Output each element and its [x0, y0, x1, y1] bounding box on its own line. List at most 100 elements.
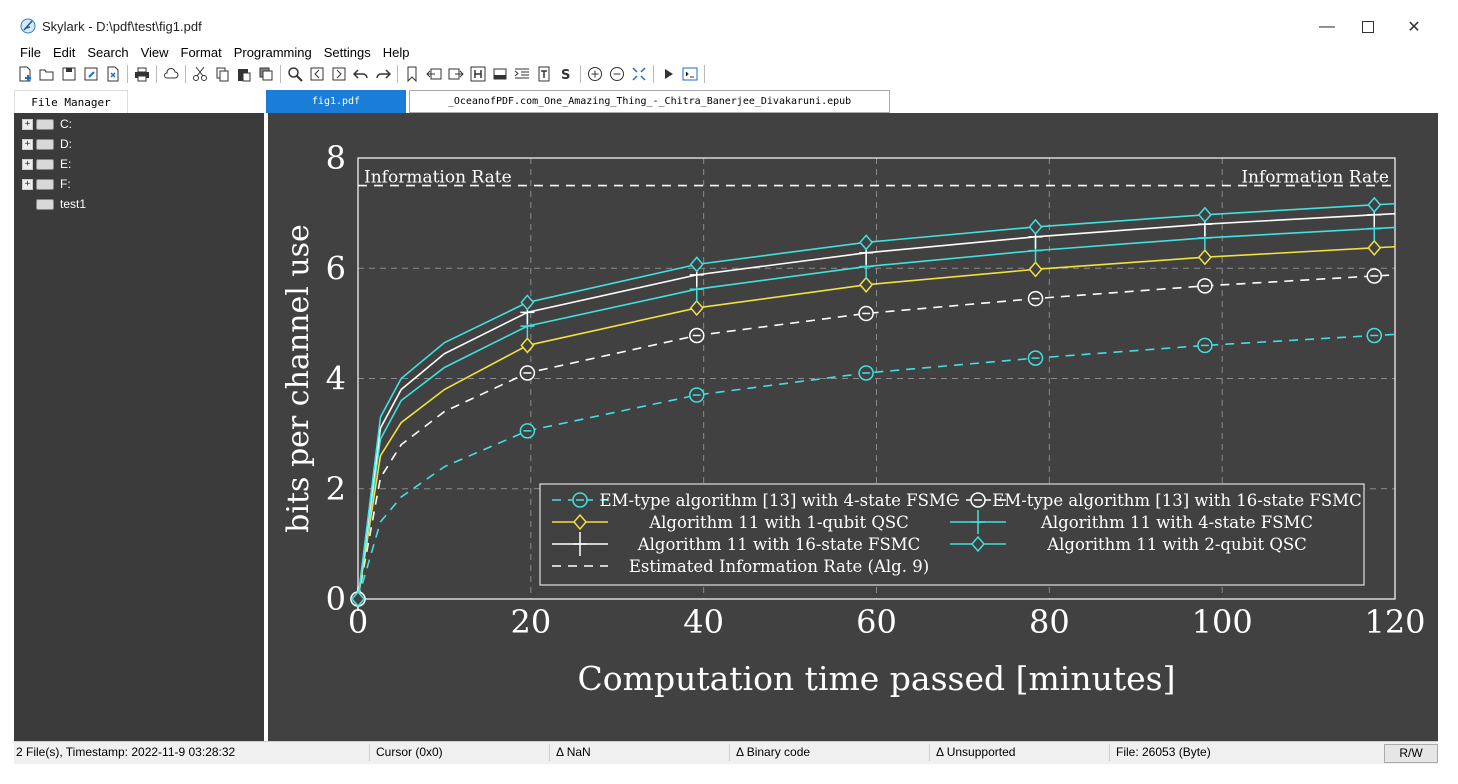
save-icon — [62, 67, 76, 81]
tree-item-e[interactable]: + E: — [22, 155, 71, 173]
new-file-icon — [19, 66, 31, 82]
series-line-0 — [357, 333, 1396, 600]
tab-strip: File Manager fig1.pdf _OceanofPDF.com_On… — [14, 88, 1438, 113]
save-as-button[interactable] — [80, 63, 102, 85]
maximize-button[interactable] — [1345, 12, 1391, 42]
expand-icon[interactable]: + — [22, 138, 33, 150]
text-button[interactable] — [533, 63, 555, 85]
zoom-out-button[interactable] — [606, 63, 628, 85]
tab-file-manager[interactable]: File Manager — [14, 90, 128, 113]
tree-item-f[interactable]: + F: — [22, 175, 71, 193]
title-bar: Skylark - D:\pdf\test\fig1.pdf — ✕ — [14, 12, 1438, 42]
undo-icon — [353, 69, 368, 79]
series-marker-5 — [351, 590, 365, 608]
drive-icon — [36, 118, 54, 130]
paste-button[interactable] — [233, 63, 255, 85]
pdf-viewer: 0 20 40 60 80 100 120 0 2 4 6 8 Computation time pas… — [268, 113, 1438, 741]
zoom-in-button[interactable] — [584, 63, 606, 85]
save-button[interactable] — [58, 63, 80, 85]
close-button[interactable]: ✕ — [1391, 12, 1437, 42]
minimize-button[interactable]: — — [1304, 12, 1350, 42]
indent-button[interactable] — [511, 63, 533, 85]
redo-icon — [376, 69, 391, 79]
terminal-button[interactable] — [679, 63, 701, 85]
menu-edit[interactable]: Edit — [52, 44, 76, 60]
tab-epub[interactable]: _OceanofPDF.com_One_Amazing_Thing_-_Chit… — [409, 90, 890, 113]
legend-label: Estimated Information Rate (Alg. 9) — [629, 557, 929, 576]
dollar-s-icon: S — [561, 68, 570, 82]
print-button[interactable] — [131, 63, 153, 85]
find-prev-button[interactable] — [306, 63, 328, 85]
go-back-button[interactable] — [423, 63, 445, 85]
legend-label: Algorithm 11 with 1-qubit QSC — [648, 513, 909, 532]
tree-item-test1[interactable]: test1 — [36, 195, 86, 213]
duplicate-button[interactable] — [255, 63, 277, 85]
rw-mode-button[interactable]: R/W — [1384, 744, 1438, 763]
cut-button[interactable] — [189, 63, 211, 85]
close-file-button[interactable] — [102, 63, 124, 85]
series-marker-5 — [859, 234, 874, 251]
indent-icon — [514, 68, 529, 79]
plot-frame — [357, 157, 1396, 600]
expand-icon[interactable]: + — [22, 158, 33, 170]
find-button[interactable] — [284, 63, 306, 85]
find-next-button[interactable] — [328, 63, 350, 85]
close-icon: ✕ — [1407, 19, 1421, 36]
status-separator — [369, 744, 370, 761]
open-button[interactable] — [36, 63, 58, 85]
y-tick-label: 8 — [326, 139, 346, 177]
series-marker-2 — [520, 337, 535, 354]
save-as-icon — [84, 67, 98, 81]
tree-item-c[interactable]: + C: — [22, 115, 72, 133]
tab-fig1-pdf[interactable]: fig1.pdf — [266, 90, 406, 113]
tree-item-d[interactable]: + D: — [22, 135, 72, 153]
fit-page-button[interactable] — [628, 63, 650, 85]
x-tick-label: 40 — [683, 603, 724, 641]
legend-marker — [573, 513, 587, 531]
y-tick-label: 6 — [326, 249, 346, 287]
menu-view[interactable]: View — [140, 44, 169, 60]
menu-file[interactable]: File — [20, 44, 41, 60]
bookmark-icon — [407, 66, 417, 82]
new-file-button[interactable] — [14, 63, 36, 85]
status-separator — [549, 744, 550, 761]
y-axis-label: bits per channel use — [281, 224, 316, 533]
script-button[interactable]: S — [555, 63, 577, 85]
series-marker-5 — [1197, 206, 1212, 223]
drive-button[interactable] — [489, 63, 511, 85]
toolbar-separator — [127, 65, 128, 83]
status-unsupported: Δ Unsupported — [936, 745, 1015, 759]
x-tick-label: 100 — [1192, 603, 1253, 641]
cloud-button[interactable] — [160, 63, 182, 85]
status-filesize: File: 26053 (Byte) — [1116, 745, 1211, 759]
redo-button[interactable] — [372, 63, 394, 85]
x-tick-label: 0 — [348, 603, 368, 641]
copy-button[interactable] — [211, 63, 233, 85]
status-separator — [1109, 744, 1110, 761]
expand-icon[interactable]: + — [22, 118, 33, 130]
legend-label: Algorithm 11 with 16-state FSMC — [637, 535, 921, 554]
menu-settings[interactable]: Settings — [323, 44, 371, 60]
chart: 0 20 40 60 80 100 120 0 2 4 6 8 Computation time pas… — [281, 139, 1426, 698]
drive-icon — [36, 158, 54, 170]
menu-search[interactable]: Search — [87, 44, 129, 60]
series-marker-2 — [689, 299, 704, 317]
panel-splitter[interactable] — [264, 113, 268, 741]
undo-button[interactable] — [350, 63, 372, 85]
arrow-left-box-icon — [426, 68, 442, 80]
status-nan: Δ NaN — [556, 745, 591, 759]
menu-programming[interactable]: Programming — [233, 44, 312, 60]
expand-icon[interactable]: + — [22, 178, 33, 190]
bookmark-button[interactable] — [401, 63, 423, 85]
status-binary-text: Binary code — [746, 745, 811, 759]
svg-text:S: S — [561, 68, 570, 82]
info-rate-label-right: Information Rate — [1241, 168, 1389, 188]
drive-icon — [36, 178, 54, 190]
hex-view-button[interactable] — [467, 63, 489, 85]
copy-icon — [216, 67, 229, 82]
go-forward-button[interactable] — [445, 63, 467, 85]
paste-icon — [238, 69, 251, 82]
menu-help[interactable]: Help — [382, 44, 410, 60]
run-button[interactable] — [657, 63, 679, 85]
menu-format[interactable]: Format — [180, 44, 222, 60]
